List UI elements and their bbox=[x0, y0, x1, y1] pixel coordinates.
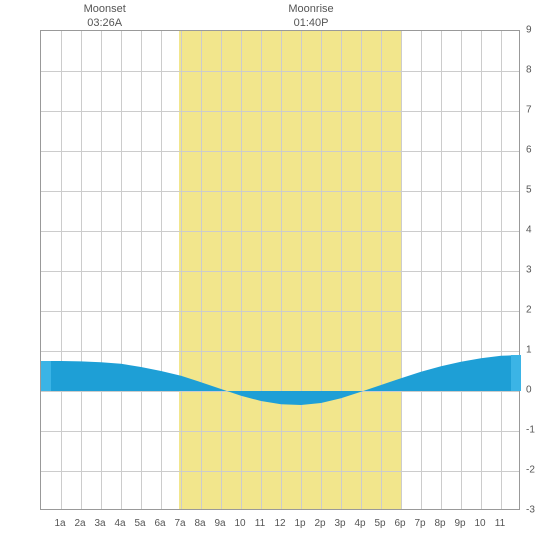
x-tick-label: 12 bbox=[274, 518, 285, 529]
moonrise-title: Moonrise bbox=[288, 3, 333, 15]
x-tick-label: 6p bbox=[394, 518, 405, 529]
y-tick-label: -1 bbox=[526, 425, 535, 436]
moonset-time: 03:26A bbox=[87, 17, 122, 29]
moonset-label: Moonset 03:26A bbox=[84, 2, 126, 31]
x-tick-label: 2p bbox=[314, 518, 325, 529]
x-tick-label: 1p bbox=[294, 518, 305, 529]
x-tick-label: 3a bbox=[94, 518, 105, 529]
x-tick-label: 11 bbox=[255, 518, 265, 529]
x-tick-label: 9a bbox=[214, 518, 225, 529]
y-tick-label: 5 bbox=[526, 185, 532, 196]
edge-band-right bbox=[511, 355, 521, 391]
tide-chart: Moonset 03:26A Moonrise 01:40P 1a 2a 3a 4a 5… bbox=[0, 0, 550, 550]
x-tick-label: 7a bbox=[174, 518, 185, 529]
y-tick-label: -3 bbox=[526, 505, 535, 516]
x-tick-label: 6a bbox=[154, 518, 165, 529]
y-tick-label: 1 bbox=[526, 345, 532, 356]
x-tick-label: 1a bbox=[54, 518, 65, 529]
x-tick-label: 9p bbox=[454, 518, 465, 529]
edge-band-left bbox=[41, 361, 51, 391]
x-tick-label: 4a bbox=[114, 518, 125, 529]
x-tick-label: 11 bbox=[495, 518, 505, 529]
y-tick-label: 4 bbox=[526, 225, 532, 236]
x-tick-label: 10 bbox=[234, 518, 245, 529]
y-tick-label: 8 bbox=[526, 65, 532, 76]
y-tick-label: 0 bbox=[526, 385, 532, 396]
y-tick-label: 6 bbox=[526, 145, 532, 156]
plot-area bbox=[40, 30, 520, 510]
y-tick-label: 7 bbox=[526, 105, 532, 116]
moonset-title: Moonset bbox=[84, 3, 126, 15]
moonrise-time: 01:40P bbox=[294, 17, 329, 29]
x-tick-label: 8p bbox=[434, 518, 445, 529]
y-tick-label: -2 bbox=[526, 465, 535, 476]
x-tick-label: 7p bbox=[414, 518, 425, 529]
y-tick-label: 9 bbox=[526, 25, 532, 36]
y-tick-label: 2 bbox=[526, 305, 532, 316]
x-tick-label: 5a bbox=[134, 518, 145, 529]
x-tick-label: 10 bbox=[474, 518, 485, 529]
x-tick-label: 4p bbox=[354, 518, 365, 529]
x-tick-label: 5p bbox=[374, 518, 385, 529]
y-tick-label: 3 bbox=[526, 265, 532, 276]
x-tick-label: 8a bbox=[194, 518, 205, 529]
tide-area bbox=[41, 31, 519, 509]
moonrise-label: Moonrise 01:40P bbox=[288, 2, 333, 31]
x-tick-label: 3p bbox=[334, 518, 345, 529]
x-tick-label: 2a bbox=[74, 518, 85, 529]
